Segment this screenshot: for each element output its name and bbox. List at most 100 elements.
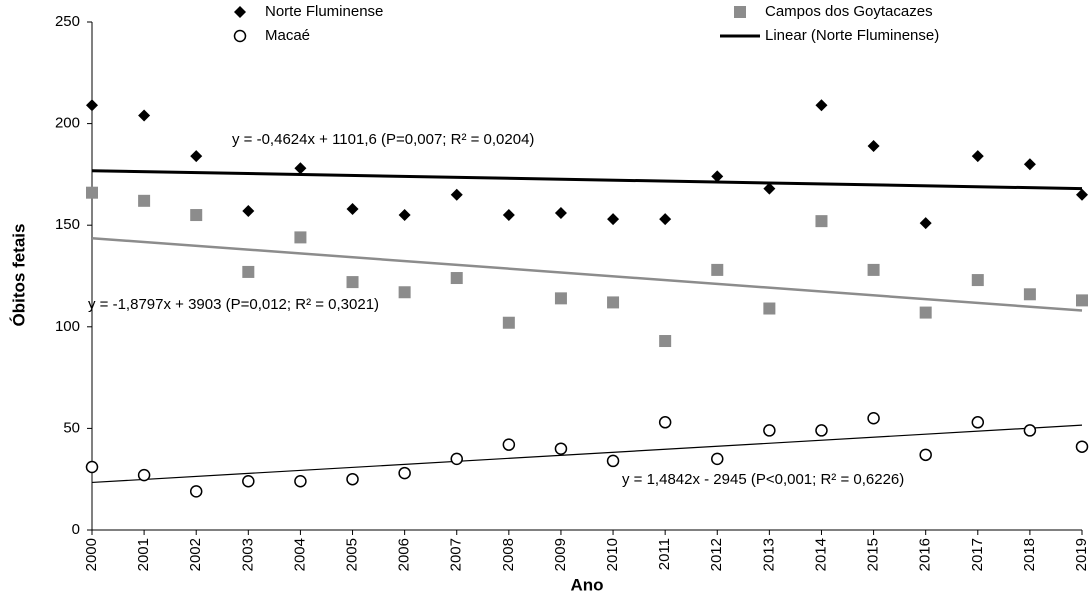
y-tick-label: 50 — [63, 419, 80, 436]
legend-marker — [234, 6, 246, 18]
data-point — [502, 209, 515, 222]
x-tick-label: 2014 — [812, 538, 829, 571]
data-point — [658, 416, 672, 429]
x-tick-label: 2018 — [1021, 538, 1038, 571]
data-point — [1076, 294, 1088, 307]
trend-equation: y = 1,4842x - 2945 (P<0,001; R² = 0,6226… — [622, 471, 904, 488]
x-tick-label: 2013 — [760, 538, 777, 571]
data-point — [398, 466, 411, 480]
data-point — [607, 213, 620, 226]
x-tick-label: 2006 — [396, 538, 413, 571]
trend-line — [91, 424, 1083, 484]
x-tick-label: 2002 — [187, 538, 204, 571]
data-point — [815, 424, 828, 437]
data-point — [1023, 158, 1036, 171]
data-point — [867, 263, 880, 276]
data-point — [294, 231, 307, 244]
data-point — [919, 448, 932, 462]
data-point — [189, 485, 203, 498]
data-point — [763, 182, 776, 195]
y-tick-label: 150 — [55, 216, 80, 233]
x-tick-label: 2012 — [708, 538, 725, 571]
data-point — [450, 452, 463, 466]
data-point — [867, 139, 880, 152]
data-point — [137, 468, 151, 482]
x-tick-label: 2003 — [239, 538, 256, 571]
data-point — [867, 411, 880, 425]
data-point — [659, 213, 672, 226]
x-tick-label: 2004 — [291, 538, 308, 571]
x-tick-label: 2015 — [865, 538, 882, 571]
trend-equation: y = -0,4624x + 1101,6 (P=0,007; R² = 0,0… — [232, 131, 534, 148]
data-point — [346, 276, 359, 289]
data-point — [763, 302, 776, 315]
data-point — [815, 215, 828, 228]
data-point — [971, 416, 985, 429]
data-point — [190, 150, 203, 163]
x-tick-label: 2017 — [969, 538, 986, 571]
data-point — [502, 438, 516, 451]
legend-marker — [734, 6, 746, 18]
data-point — [346, 202, 359, 215]
data-point — [450, 188, 463, 201]
data-point — [607, 296, 620, 309]
data-point — [450, 272, 463, 285]
y-tick-label: 100 — [55, 318, 80, 335]
data-point — [242, 265, 255, 278]
data-point — [1023, 424, 1037, 437]
data-point — [919, 306, 932, 319]
y-tick-label: 0 — [72, 521, 80, 538]
data-point — [398, 286, 411, 299]
x-tick-label: 2010 — [604, 538, 621, 571]
data-point — [711, 170, 724, 183]
x-tick-label: 2019 — [1073, 538, 1089, 571]
x-tick-label: 2016 — [917, 538, 934, 571]
data-point — [763, 424, 776, 437]
x-tick-label: 2007 — [448, 538, 465, 571]
data-point — [242, 474, 255, 488]
data-point — [815, 99, 828, 112]
data-point — [606, 454, 620, 468]
y-tick-label: 200 — [55, 115, 80, 132]
x-tick-label: 2001 — [135, 538, 152, 571]
data-point — [1076, 188, 1088, 201]
data-point — [502, 316, 515, 329]
data-point — [554, 442, 568, 455]
x-tick-label: 2011 — [656, 538, 673, 570]
legend-marker — [233, 29, 247, 43]
data-point — [86, 186, 98, 199]
data-point — [659, 335, 672, 348]
data-point — [138, 194, 151, 207]
data-point — [1023, 288, 1036, 301]
data-point — [1075, 440, 1089, 453]
data-point — [398, 209, 411, 222]
data-point — [971, 150, 984, 163]
trend-line — [91, 236, 1083, 312]
data-point — [85, 460, 99, 474]
data-point — [971, 274, 984, 287]
legend-label: Macaé — [265, 27, 310, 44]
data-point — [86, 99, 98, 112]
y-tick-label: 250 — [55, 13, 80, 30]
x-tick-label: 2008 — [500, 538, 517, 571]
y-axis-title: Óbitos fetais — [9, 224, 28, 327]
legend-label: Norte Fluminense — [265, 3, 383, 20]
trend-equation: y = -1,8797x + 3903 (P=0,012; R² = 0,302… — [88, 296, 379, 313]
data-point — [294, 474, 307, 488]
data-point — [346, 472, 359, 486]
trend-line — [91, 169, 1083, 191]
data-point — [190, 209, 203, 222]
x-tick-label: 2000 — [83, 538, 100, 571]
data-point — [711, 263, 724, 276]
data-point — [919, 217, 932, 230]
data-point — [138, 109, 151, 122]
data-point — [554, 292, 567, 305]
data-point — [711, 452, 724, 466]
x-tick-label: 2009 — [552, 538, 569, 571]
x-tick-label: 2005 — [343, 538, 360, 571]
data-point — [242, 204, 255, 217]
legend-label: Linear (Norte Fluminense) — [765, 27, 939, 44]
x-axis-title: Ano — [570, 575, 603, 594]
data-point — [294, 162, 307, 175]
